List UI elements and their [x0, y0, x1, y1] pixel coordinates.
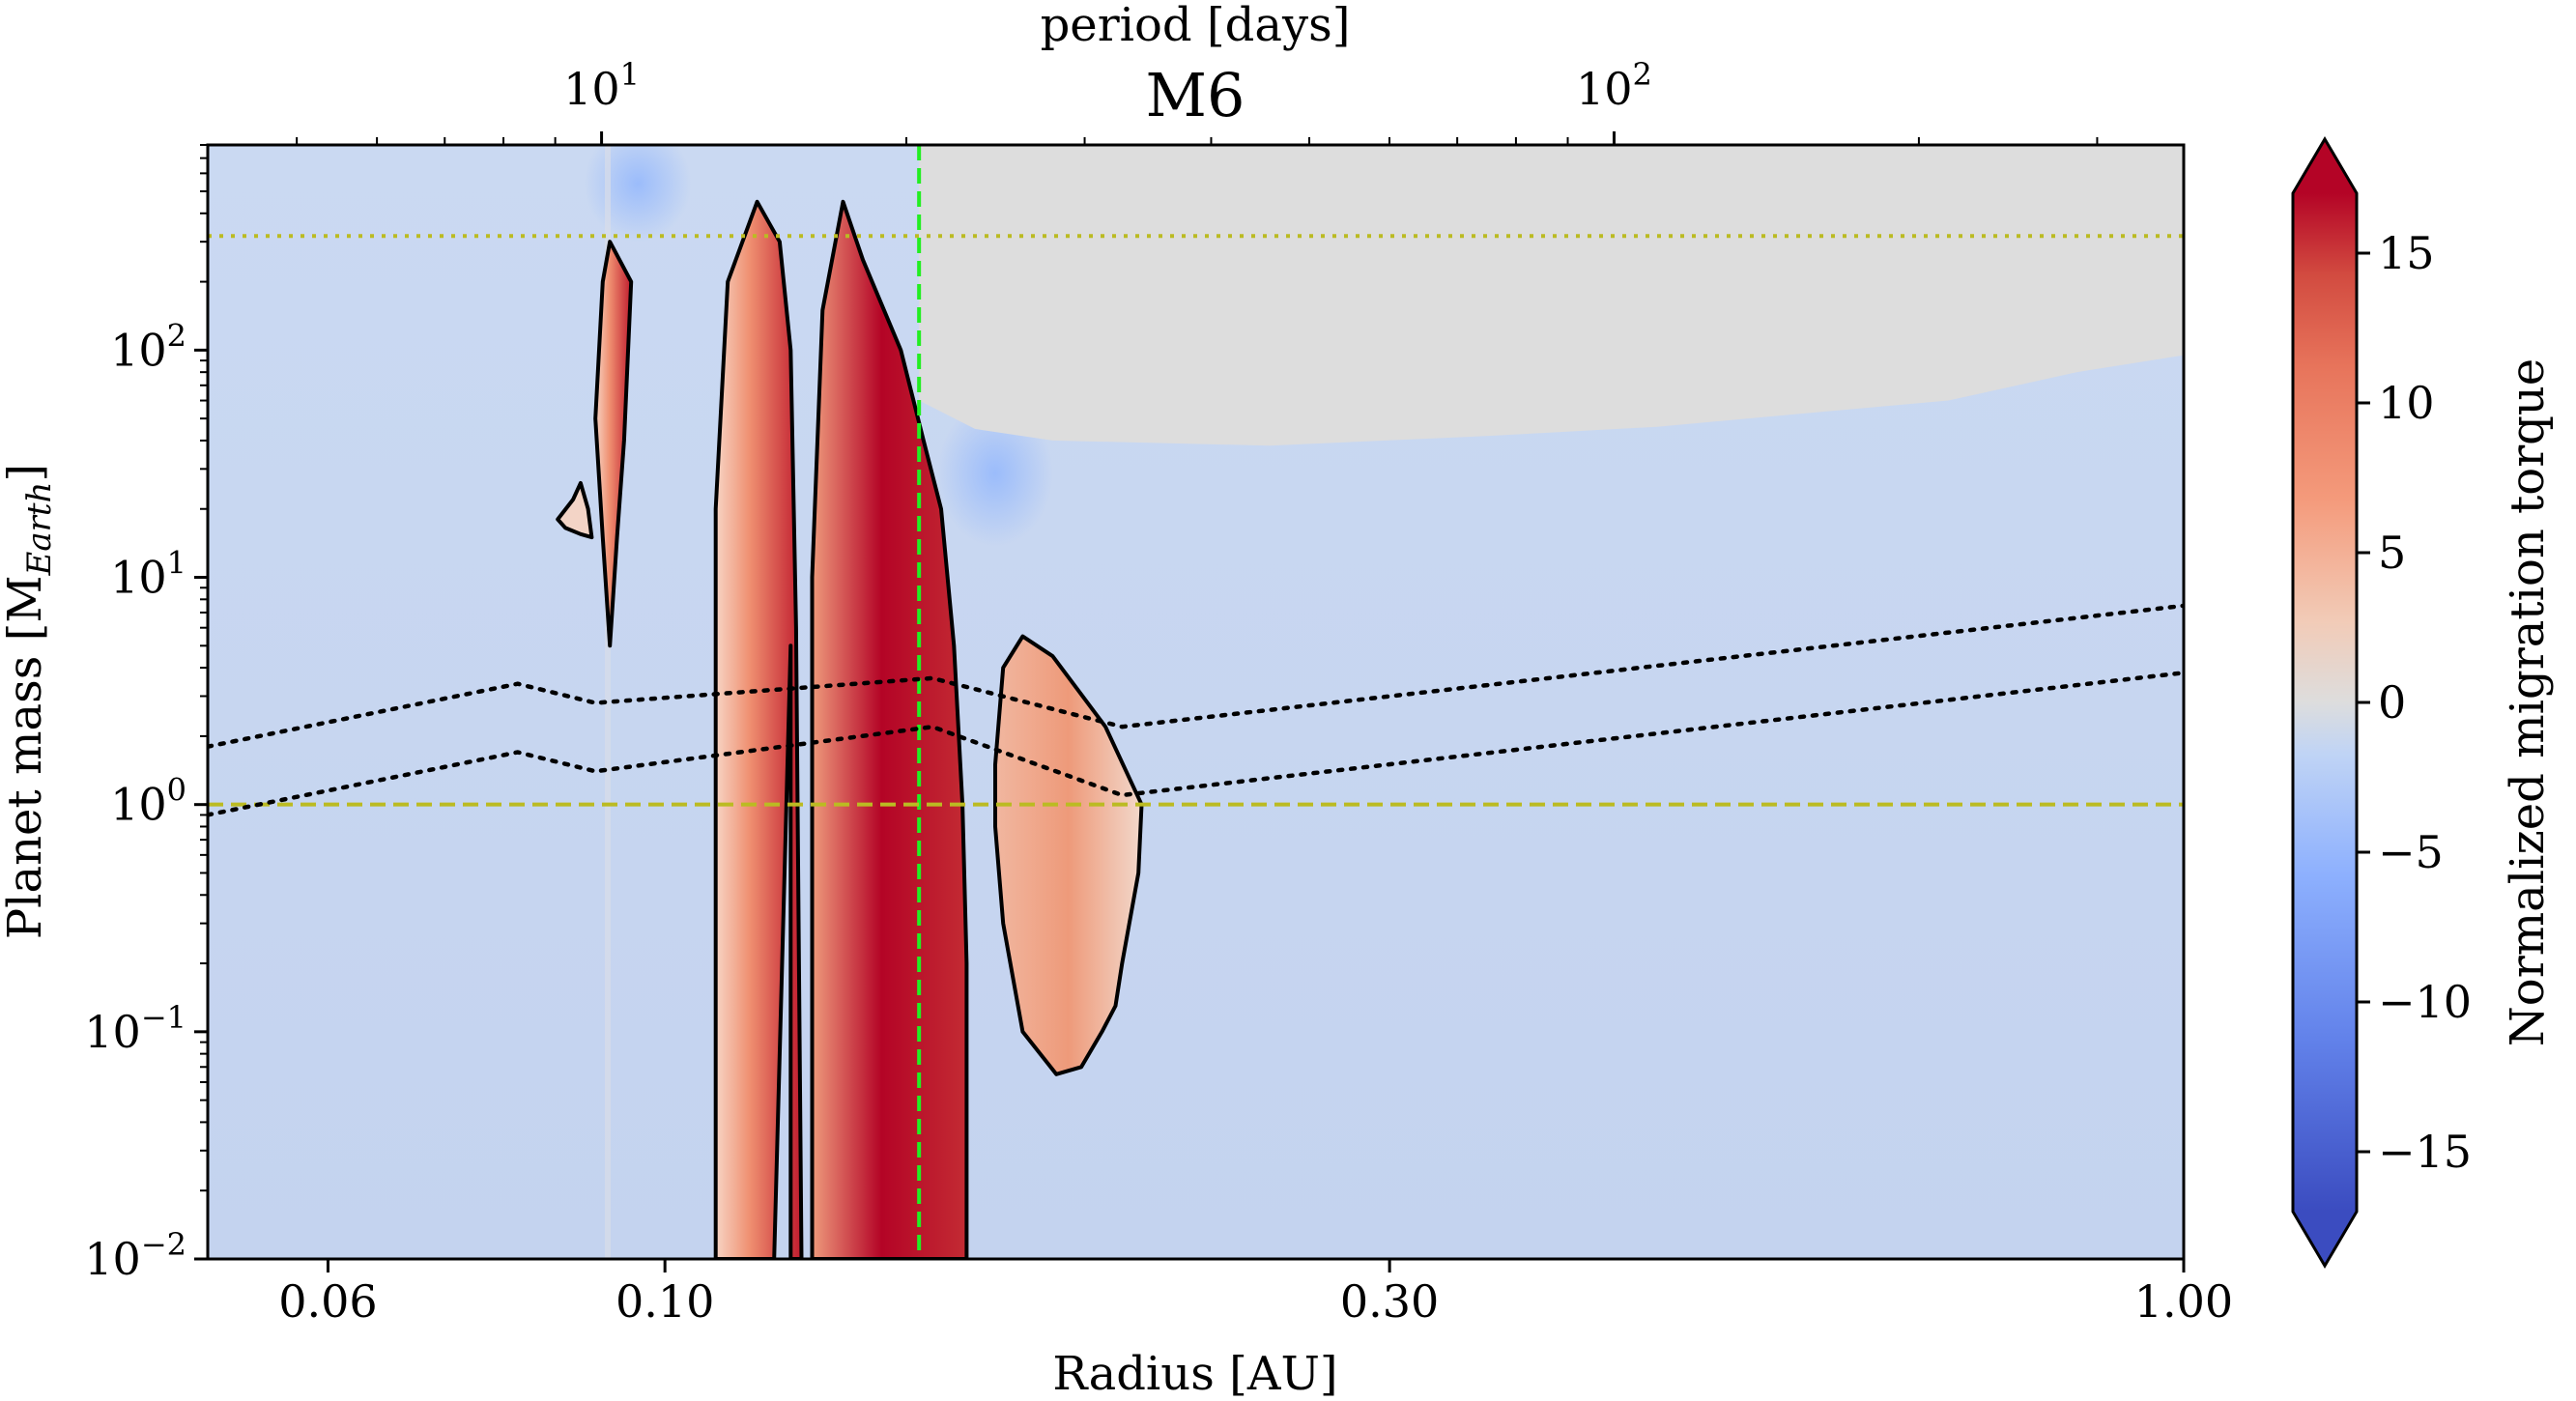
y-axis-label-subscript: Earth [20, 482, 59, 577]
colorbar-tick-label: 0 [2378, 676, 2406, 729]
gap-region [919, 145, 2184, 446]
colorbar-body [2293, 193, 2357, 1212]
region-thin-spike [593, 240, 634, 648]
colorbar-top-extension [2293, 139, 2357, 193]
x-tick-label: 0.06 [278, 1275, 377, 1328]
x-tick-label: 0.30 [1340, 1275, 1439, 1328]
colorbar-bottom-extension [2293, 1212, 2357, 1266]
region-small-blob [556, 480, 594, 540]
y-axis-label-main: Planet mass [M [0, 575, 52, 939]
blue-patch-upper [585, 145, 691, 242]
colorbar-label: Normalized migration torque [2501, 358, 2555, 1046]
y-tick-label: 10−2 [84, 1226, 186, 1285]
top-tick-label: 102 [1576, 56, 1652, 115]
x-axis-label: Radius [AU] [1052, 1347, 1337, 1401]
colorbar-outline [2291, 136, 2359, 1269]
axes-frame [206, 143, 2186, 1261]
blue-patch-middle [937, 401, 1053, 546]
y-axis-label: Planet mass [MEarth] [0, 464, 59, 939]
y-axis-label-close: ] [0, 464, 52, 482]
dotted-curve-upper [208, 603, 2184, 749]
x-tick-label: 0.10 [615, 1275, 714, 1328]
colorbar-tick-label: 5 [2378, 527, 2406, 579]
x-tick-label: 1.00 [2134, 1275, 2233, 1328]
dotted-curve-lower [208, 671, 2184, 817]
colorbar-tick-label: −5 [2378, 826, 2444, 878]
colorbar-tick-label: 15 [2378, 227, 2435, 279]
y-tick-label: 101 [110, 545, 186, 604]
y-tick-label: 102 [110, 317, 186, 376]
colorbar-tick-label: 10 [2378, 377, 2435, 429]
colorbar-tick-label: −15 [2378, 1126, 2472, 1178]
y-tick-label: 10−1 [84, 999, 186, 1058]
colorbar-tick-label: −10 [2378, 976, 2472, 1028]
top-tick-label: 101 [563, 56, 640, 115]
y-tick-label: 100 [110, 772, 186, 831]
region-far-blob [993, 634, 1144, 1076]
chart-title: M6 [1146, 60, 1245, 130]
pale-stripe [605, 145, 611, 1259]
top-axis-label: period [days] [1041, 0, 1351, 52]
